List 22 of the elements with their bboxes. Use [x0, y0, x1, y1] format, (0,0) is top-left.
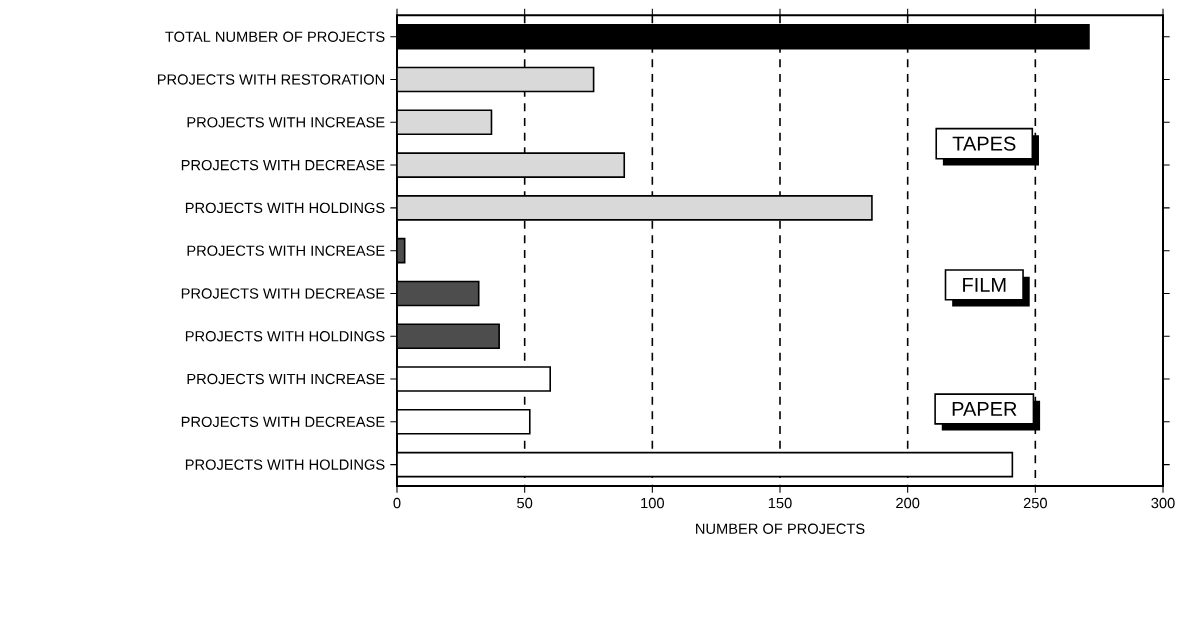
- y-tick-label: PROJECTS WITH RESTORATION: [157, 74, 384, 85]
- y-tick-label: TOTAL NUMBER OF PROJECTS: [165, 31, 385, 42]
- x-tick-label: 50: [517, 497, 533, 509]
- x-tick-label: 150: [768, 497, 792, 509]
- y-tick-label: PROJECTS WITH HOLDINGS: [185, 331, 385, 342]
- x-tick-label: 200: [896, 497, 920, 509]
- y-tick-label: PROJECTS WITH DECREASE: [181, 288, 385, 299]
- y-tick-label: PROJECTS WITH HOLDINGS: [185, 202, 385, 214]
- y-tick-label: PROJECTS WITH INCREASE: [187, 373, 385, 385]
- y-tick-label: PROJECTS WITH DECREASE: [181, 159, 385, 171]
- x-tick-label: 0: [393, 497, 401, 509]
- x-tick-label: 300: [1151, 497, 1175, 509]
- y-tick-label: PROJECTS WITH HOLDINGS: [185, 459, 385, 470]
- x-axis-title: NUMBER OF PROJECTS: [696, 523, 865, 534]
- annotation: FILM: [963, 278, 1006, 292]
- x-tick-label: 100: [641, 497, 664, 509]
- annotation: TAPES: [952, 136, 1016, 151]
- annotation: PAPER: [952, 402, 1017, 416]
- y-tick-label: PROJECTS WITH DECREASE: [181, 416, 385, 428]
- x-tick-label: 250: [1023, 497, 1047, 509]
- y-tick-label: PROJECTS WITH INCREASE: [187, 245, 385, 256]
- y-tick-label: PROJECTS WITH INCREASE: [187, 117, 385, 128]
